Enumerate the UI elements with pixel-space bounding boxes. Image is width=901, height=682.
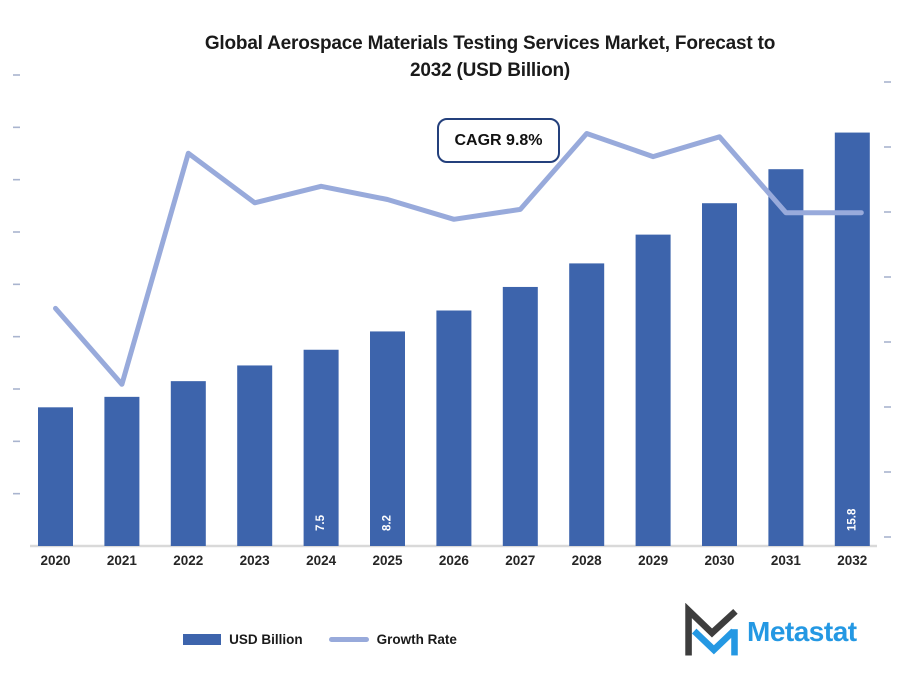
bar-2025 <box>370 331 405 546</box>
x-axis-label-2021: 2021 <box>106 553 137 568</box>
x-axis-label-2020: 2020 <box>40 553 71 568</box>
bar-2027 <box>502 286 538 546</box>
legend-item-usd-billion: USD Billion <box>183 632 303 647</box>
chart-title-line2: 2032 (USD Billion) <box>409 60 571 81</box>
cagr-annotation: CAGR 9.8% <box>437 118 560 163</box>
chart-title-line1: Global Aerospace Materials Testing Servi… <box>204 33 776 54</box>
x-axis-label-2029: 2029 <box>638 553 669 568</box>
metastat-logo: Metastat <box>682 603 857 661</box>
x-axis-label-2030: 2030 <box>704 553 735 568</box>
chart-title: Global Aerospace Materials Testing Servi… <box>95 30 885 84</box>
x-axis-label-2031: 2031 <box>770 553 801 568</box>
bar-2029 <box>635 234 671 546</box>
bar-value-label-2032: 15.8 <box>846 508 858 531</box>
bar-2028 <box>569 263 605 546</box>
line-swatch-icon <box>328 637 369 642</box>
bar-2030 <box>702 203 737 546</box>
x-axis-label-2028: 2028 <box>571 553 602 568</box>
x-axis-label-2027: 2027 <box>505 553 536 568</box>
legend-item-growth-rate: Growth Rate <box>328 632 457 647</box>
legend-label-usd-billion: USD Billion <box>229 632 303 647</box>
x-axis-label-2032: 2032 <box>837 553 868 568</box>
x-axis-label-2024: 2024 <box>306 553 337 568</box>
cagr-annotation-label: CAGR 9.8% <box>454 131 543 149</box>
bar-2032 <box>834 132 870 547</box>
bar-2024 <box>303 349 339 546</box>
bar-2021 <box>104 396 140 546</box>
x-axis-label-2026: 2026 <box>438 553 469 568</box>
metastat-logo-text: Metastat <box>747 616 857 647</box>
x-axis-label-2025: 2025 <box>372 553 403 568</box>
x-axis-label-2022: 2022 <box>173 553 204 568</box>
x-axis-label-2023: 2023 <box>239 553 270 568</box>
bar-value-label-2025: 8.2 <box>382 515 394 531</box>
legend: USD Billion Growth Rate <box>0 632 640 647</box>
bar-swatch-icon <box>183 634 222 645</box>
bar-2031 <box>768 169 804 546</box>
growth-rate-line <box>53 131 864 387</box>
bar-2023 <box>237 365 273 546</box>
bar-2026 <box>436 310 472 546</box>
bar-2022 <box>170 381 206 546</box>
bar-value-label-2024: 7.5 <box>315 514 327 531</box>
metastat-logo-icon <box>685 603 738 656</box>
legend-label-growth-rate: Growth Rate <box>376 632 457 647</box>
bar-2020 <box>38 407 73 546</box>
